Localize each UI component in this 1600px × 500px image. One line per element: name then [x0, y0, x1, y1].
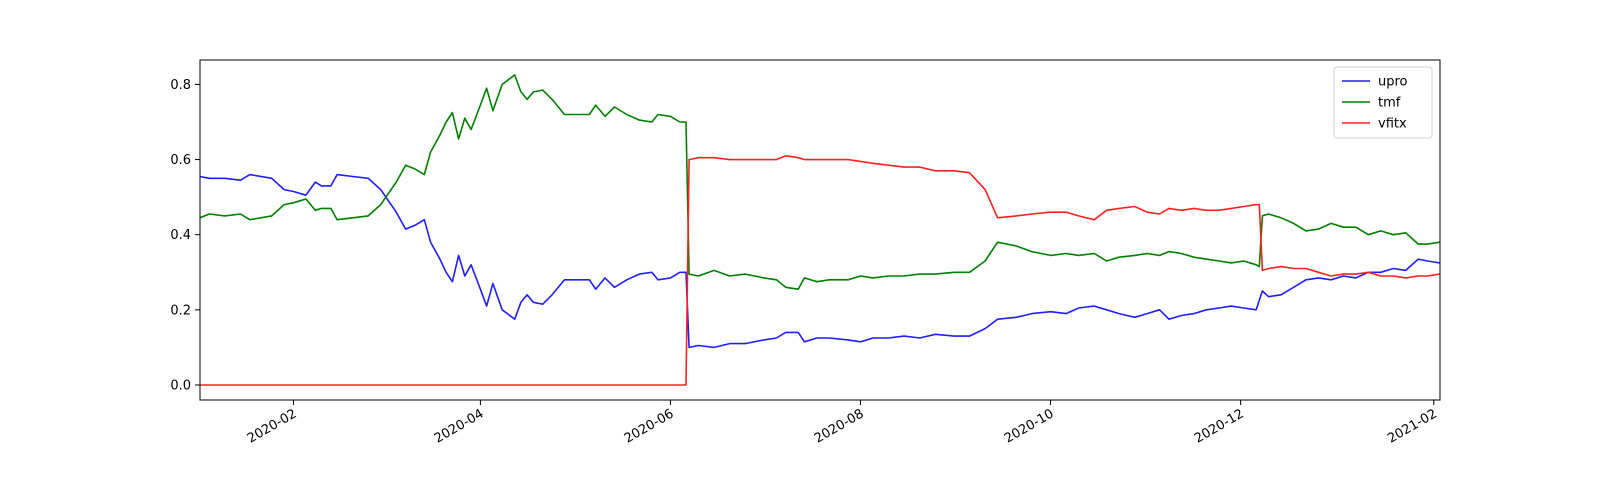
legend-label-vfitx: vfitx [1378, 117, 1407, 132]
legend-label-tmf: tmf [1378, 96, 1401, 111]
y-tick-label: 0.4 [170, 228, 191, 243]
series-layer [200, 74, 1440, 386]
y-tick-label: 0.6 [170, 153, 191, 168]
plot-frame [199, 59, 1441, 401]
y-tick-label: 0.8 [170, 78, 191, 93]
series-line-vfitx [200, 155, 1440, 386]
y-axis: 0.0 0.2 0.4 0.6 0.8 [170, 78, 200, 393]
legend: upro tmf vfitx [1333, 66, 1433, 139]
series-line-upro [200, 173, 1440, 349]
legend-box [1333, 66, 1433, 139]
y-tick-label: 0.2 [170, 303, 191, 318]
series-line-tmf [200, 74, 1440, 290]
y-tick-label: 0.0 [170, 378, 191, 393]
legend-label-upro: upro [1378, 75, 1408, 90]
